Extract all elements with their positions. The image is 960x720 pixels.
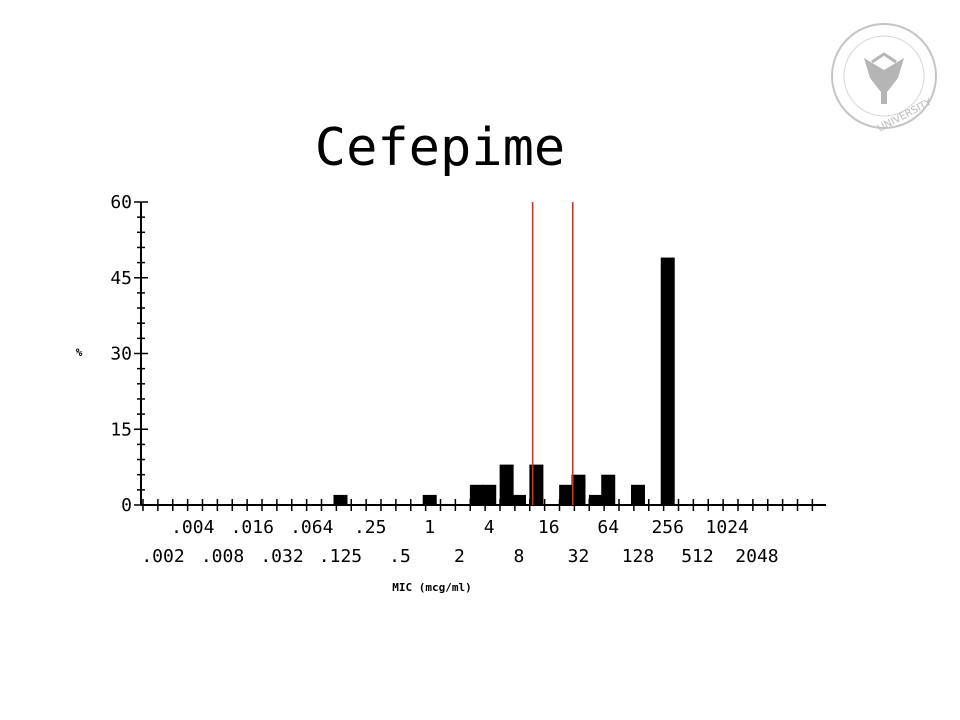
bar bbox=[511, 494, 526, 505]
university-seal-logo: UNIVERSITY bbox=[831, 23, 937, 135]
bar bbox=[469, 484, 484, 505]
x-tick-label-upper: 4 bbox=[484, 517, 495, 538]
x-tick-label-lower: 8 bbox=[514, 546, 525, 567]
bar bbox=[333, 494, 348, 505]
x-tick-label-lower: 512 bbox=[681, 546, 714, 567]
bar bbox=[499, 464, 514, 505]
y-tick-label: 30 bbox=[110, 344, 132, 365]
x-tick-label-upper: 256 bbox=[651, 517, 684, 538]
chart-bars bbox=[333, 257, 675, 505]
x-tick-label-lower: 128 bbox=[622, 546, 655, 567]
x-tick-label-lower: .5 bbox=[389, 546, 411, 567]
x-tick-label-lower: .008 bbox=[201, 546, 244, 567]
x-tick-label-upper: 1024 bbox=[706, 517, 749, 538]
chart-ticks: 0 15 30 45 60 .004 .016 .064 .25 1 4 16 64 256 1024 .00… bbox=[110, 192, 814, 567]
bar bbox=[660, 257, 675, 505]
x-tick-label-upper: 1 bbox=[424, 517, 435, 538]
y-tick-label: 45 bbox=[110, 268, 132, 289]
breakpoint-lines bbox=[531, 202, 574, 505]
y-tick-label: 0 bbox=[121, 495, 132, 516]
bar bbox=[559, 484, 574, 505]
x-tick-label-upper: .004 bbox=[171, 517, 214, 538]
x-tick-label-upper: 16 bbox=[538, 517, 560, 538]
bar bbox=[571, 474, 586, 505]
bar bbox=[630, 484, 645, 505]
x-axis-label: MIC (mcg/ml) bbox=[392, 581, 471, 594]
x-tick-label-lower: 2048 bbox=[735, 546, 778, 567]
y-tick-label: 60 bbox=[110, 192, 132, 213]
bar bbox=[601, 474, 616, 505]
y-tick-label: 15 bbox=[110, 419, 132, 440]
x-tick-label-lower: .002 bbox=[141, 546, 184, 567]
x-tick-label-lower: 2 bbox=[454, 546, 465, 567]
x-tick-label-lower: 32 bbox=[568, 546, 590, 567]
x-tick-label-lower: .032 bbox=[260, 546, 303, 567]
seal-emblem-icon bbox=[864, 52, 904, 104]
bar bbox=[588, 494, 603, 505]
x-tick-label-upper: .064 bbox=[290, 517, 333, 538]
chart-title: Cefepime bbox=[315, 118, 565, 178]
y-axis-label: % bbox=[76, 346, 83, 359]
x-tick-label-upper: 64 bbox=[597, 517, 619, 538]
bar bbox=[422, 494, 437, 505]
x-tick-label-upper: .25 bbox=[354, 517, 387, 538]
bar bbox=[482, 484, 497, 505]
x-tick-label-lower: .125 bbox=[319, 546, 362, 567]
chart-axes bbox=[140, 202, 826, 506]
x-tick-label-upper: .016 bbox=[231, 517, 274, 538]
bar bbox=[529, 464, 544, 505]
